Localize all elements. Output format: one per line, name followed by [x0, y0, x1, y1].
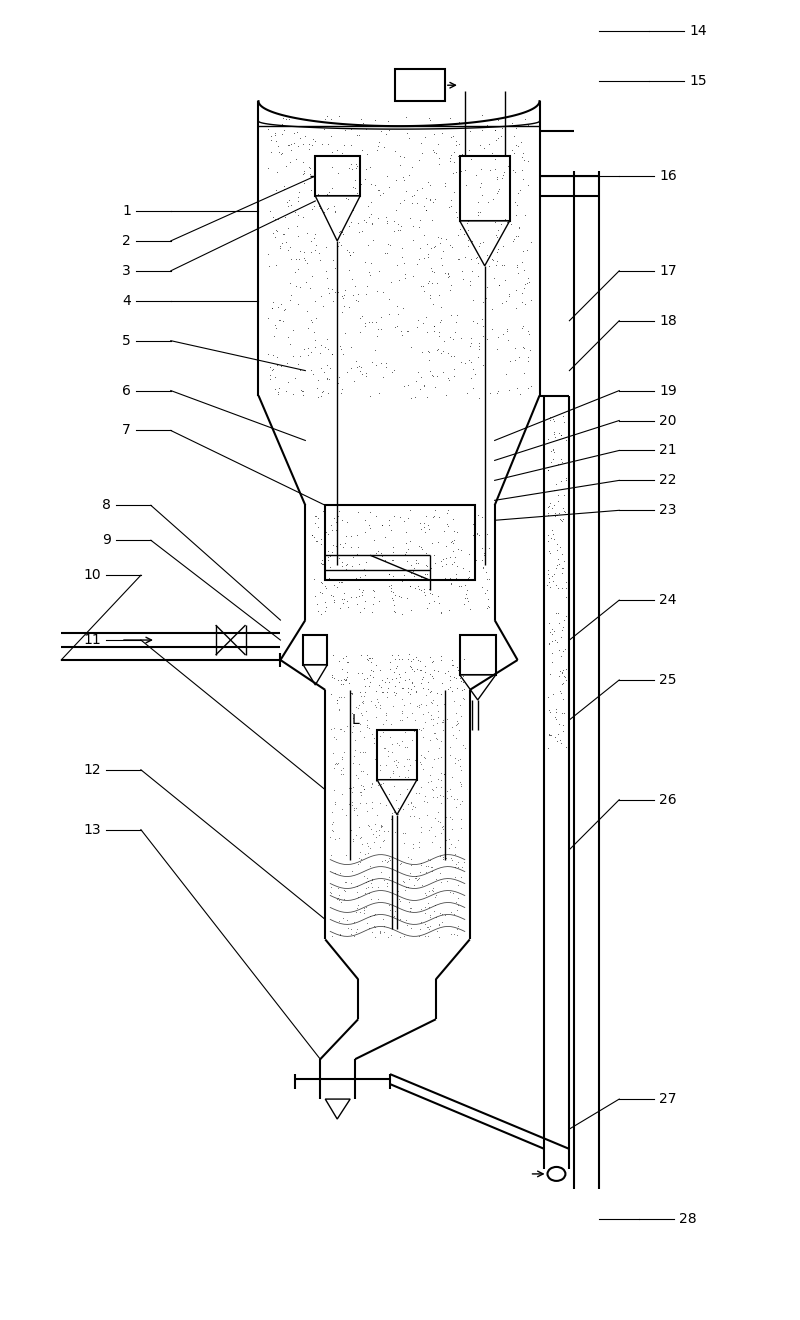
Text: 7: 7 — [122, 424, 131, 437]
Text: 25: 25 — [659, 673, 677, 686]
Text: 1: 1 — [122, 205, 131, 218]
Text: 2: 2 — [122, 234, 131, 248]
Text: 12: 12 — [83, 763, 101, 776]
Text: 24: 24 — [659, 593, 677, 607]
Bar — [303, 635, 327, 665]
Text: 20: 20 — [659, 413, 677, 428]
Polygon shape — [303, 665, 327, 685]
Text: 9: 9 — [102, 533, 111, 548]
Text: 17: 17 — [659, 264, 677, 277]
Text: 16: 16 — [659, 169, 677, 183]
Polygon shape — [315, 195, 360, 240]
Text: 10: 10 — [83, 568, 101, 582]
Text: 15: 15 — [689, 74, 706, 88]
Polygon shape — [377, 780, 417, 814]
Text: 21: 21 — [659, 444, 677, 458]
Polygon shape — [460, 675, 496, 700]
Bar — [326, 506, 474, 581]
Text: 11: 11 — [83, 634, 101, 647]
Text: 6: 6 — [122, 384, 131, 397]
Polygon shape — [460, 220, 510, 265]
Text: 27: 27 — [659, 1092, 677, 1106]
Text: 14: 14 — [689, 24, 706, 38]
Text: 26: 26 — [659, 793, 677, 807]
Text: 19: 19 — [659, 384, 677, 397]
Bar — [395, 69, 445, 102]
Text: 5: 5 — [122, 334, 131, 347]
Polygon shape — [326, 1100, 350, 1119]
Text: L: L — [351, 713, 359, 727]
Text: 3: 3 — [122, 264, 131, 277]
Text: 23: 23 — [659, 503, 677, 517]
Bar — [377, 730, 417, 780]
Text: 18: 18 — [659, 314, 677, 327]
Ellipse shape — [547, 1167, 566, 1181]
Bar — [460, 156, 510, 220]
Text: 13: 13 — [83, 822, 101, 837]
Text: 28: 28 — [679, 1212, 697, 1226]
Text: 22: 22 — [659, 474, 677, 487]
Bar — [460, 635, 496, 675]
Bar — [315, 156, 360, 195]
Text: 8: 8 — [102, 499, 111, 512]
Text: 4: 4 — [122, 294, 131, 308]
